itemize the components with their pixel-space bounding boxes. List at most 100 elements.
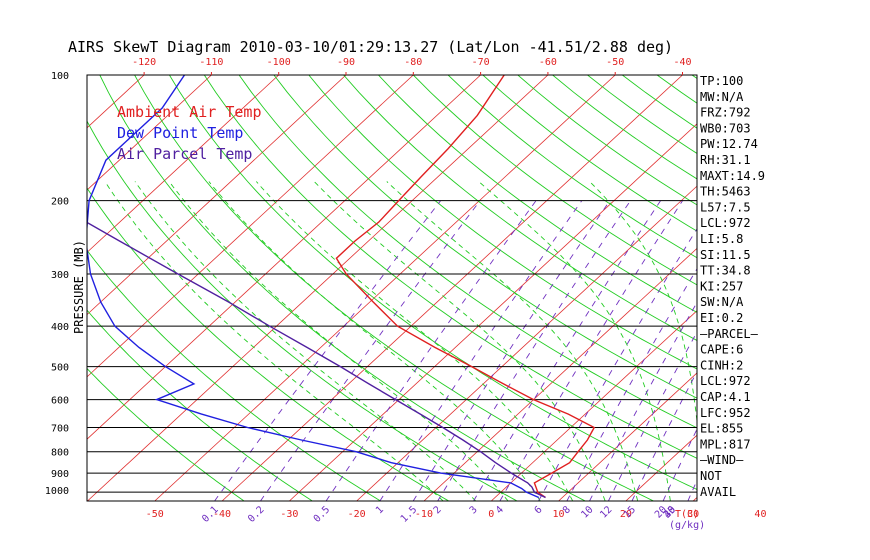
plot-frame [86, 74, 698, 502]
mixing-ratio-line [214, 200, 442, 501]
pressure-tick-label: 600 [51, 396, 69, 407]
plot-area [0, 75, 870, 501]
index-value: LCL:972 [700, 374, 751, 388]
isotherm-line [356, 185, 697, 501]
dry-adiabat-line [238, 75, 697, 429]
moist-adiabat-line [104, 181, 444, 501]
dry-adiabat-line [87, 249, 381, 501]
dry-adiabat-line [482, 75, 697, 232]
mixing-ratio-line [325, 200, 537, 501]
dry-adiabat-line [517, 75, 697, 206]
isotherm-line [423, 247, 697, 501]
dewpoint-legend-label: Dew Point Temp [117, 124, 243, 142]
index-value: LCL:972 [700, 216, 751, 230]
index-value: LFC:952 [700, 406, 751, 420]
index-value: RH:31.1 [700, 153, 751, 167]
mixing-ratio-label: 1 [374, 504, 386, 516]
moist-adiabat-line [386, 181, 639, 501]
dry-adiabat-line [99, 75, 586, 501]
parcel-legend-label: Air Parcel Temp [117, 145, 252, 163]
dry-adiabat-line [87, 309, 313, 501]
mixing-ratio-line [631, 370, 697, 501]
bottom-temp-tick-label: -20 [348, 509, 366, 520]
dry-adiabat-line [203, 75, 697, 459]
isotherm-line [0, 75, 10, 501]
pressure-tick-label: 700 [51, 424, 69, 435]
index-value: TT:34.8 [700, 264, 751, 278]
pressure-tick-label: 400 [51, 322, 69, 333]
top-temp-tick-label: -50 [606, 57, 624, 68]
index-value: MW:N/A [700, 90, 744, 104]
pressure-tick-labels: 100 200 300 400 500 600 700 800 900 1000 [45, 71, 69, 497]
bottom-temp-tick-label: -50 [146, 509, 164, 520]
mixing-ratio-label: 4 [494, 504, 506, 516]
isotherm-line [760, 75, 870, 501]
bottom-temp-tick-label: 40 [754, 509, 766, 520]
mixing-ratio-unit-label: (g/kg) [669, 520, 705, 531]
index-value: TP:100 [700, 74, 743, 88]
mixing-ratio-line [538, 228, 697, 501]
top-temp-tick-label: -60 [539, 57, 557, 68]
dry-adiabat-line [87, 367, 245, 501]
legend: Ambient Air Temp Dew Point Temp Air Parcel… [117, 103, 262, 163]
mixing-ratio-lines [214, 200, 870, 501]
isotherm-line [87, 75, 414, 378]
isotherm-line [558, 372, 697, 501]
index-value: WB0:703 [700, 121, 751, 135]
mixing-ratio-line [499, 200, 683, 501]
isotherm-line [289, 123, 697, 501]
dry-adiabat-line [656, 75, 697, 104]
index-value: LI:5.8 [700, 232, 743, 246]
moist-adiabat-line [208, 181, 541, 501]
bottom-temp-tick-label: -30 [280, 509, 298, 520]
moist-adiabat-line [313, 181, 606, 501]
plot-border [86, 74, 698, 502]
index-value: SI:11.5 [700, 248, 751, 262]
temperature-series-line [335, 75, 596, 499]
isotherm-line [87, 75, 347, 316]
top-temp-tick-label: -80 [404, 57, 422, 68]
top-temp-tick-label: -90 [337, 57, 355, 68]
mixing-ratio-line [607, 331, 697, 501]
index-value: EL:855 [700, 422, 743, 436]
index-value: —PARCEL— [700, 327, 759, 341]
index-value: CAPE:6 [700, 343, 743, 357]
moist-adiabat-lines [104, 181, 697, 501]
top-temp-tick-labels: -120 -110 -100 -90 -80 -70 -60 -50 -40 [132, 57, 692, 75]
mixing-ratio-label: 0.2 [246, 504, 267, 525]
bottom-temp-tick-label: 10 [553, 509, 565, 520]
index-value: MPL:817 [700, 437, 751, 451]
bottom-temp-tick-label: 20 [620, 509, 632, 520]
isotherm-line [87, 75, 549, 501]
mixing-ratio-line [741, 201, 870, 501]
mixing-ratio-line [589, 301, 697, 501]
temp-unit-label: T(C) [675, 509, 699, 520]
bottom-temp-tick-label: 0 [488, 509, 494, 520]
index-value: —WIND— [700, 453, 744, 467]
dry-adiabat-line [273, 75, 697, 399]
mixing-ratio-label: 6 [533, 504, 545, 516]
index-value: PW:12.74 [700, 137, 758, 151]
dry-adiabat-line [343, 75, 697, 341]
pressure-tick-label: 1000 [45, 486, 69, 497]
y-axis-label: PRESSURE (MB) [72, 240, 86, 334]
chart-title: AIRS SkewT Diagram 2010-03-10/01:29:13.2… [68, 38, 673, 56]
isotherm-lines [0, 75, 870, 501]
top-temp-tick-label: -110 [199, 57, 223, 68]
dry-adiabat-line [134, 75, 654, 501]
index-value: FRZ:792 [700, 106, 751, 120]
mixing-ratio-label: 0.1 [200, 504, 221, 525]
isotherm-line [154, 75, 616, 501]
pressure-tick-label: 100 [51, 71, 69, 82]
index-value: TH:5463 [700, 185, 751, 199]
mixing-ratio-line [437, 200, 631, 501]
index-value: CINH:2 [700, 358, 743, 372]
isotherm-line [0, 75, 77, 501]
index-value: KI:257 [700, 279, 743, 293]
bottom-temp-tick-label: -40 [213, 509, 231, 520]
dry-adiabat-line [447, 75, 697, 259]
index-value: AVAIL [700, 485, 736, 499]
